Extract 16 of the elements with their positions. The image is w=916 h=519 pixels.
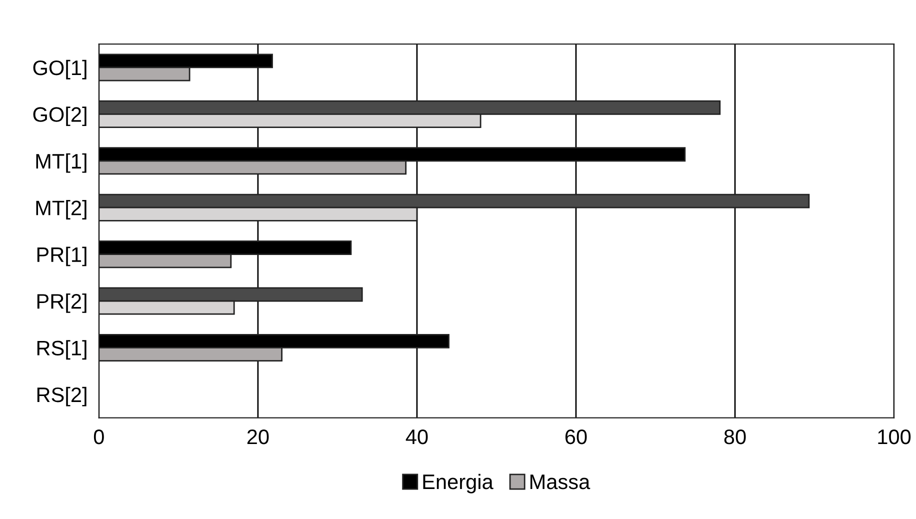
y-tick-label: GO[2] (33, 106, 86, 126)
x-tick-label: 40 (406, 429, 428, 444)
x-tick-label: 60 (565, 429, 587, 444)
y-tick-label: MT[1] (36, 153, 86, 173)
y-tick-label: PR[2] (37, 293, 86, 313)
y-tick-label: RS[2] (37, 386, 86, 406)
x-tick-label: 0 (94, 429, 104, 444)
y-tick-label: RS[1] (37, 340, 86, 360)
x-tick-label: 80 (724, 429, 746, 444)
y-tick-label: MT[2] (36, 200, 86, 220)
y-tick-label: GO[1] (33, 60, 86, 80)
legend-label: Massa (530, 474, 590, 490)
x-tick-label: 100 (878, 429, 911, 444)
x-tick-label: 20 (247, 429, 269, 444)
y-tick-label: PR[1] (37, 246, 86, 266)
legend-label: Energia (423, 474, 494, 494)
